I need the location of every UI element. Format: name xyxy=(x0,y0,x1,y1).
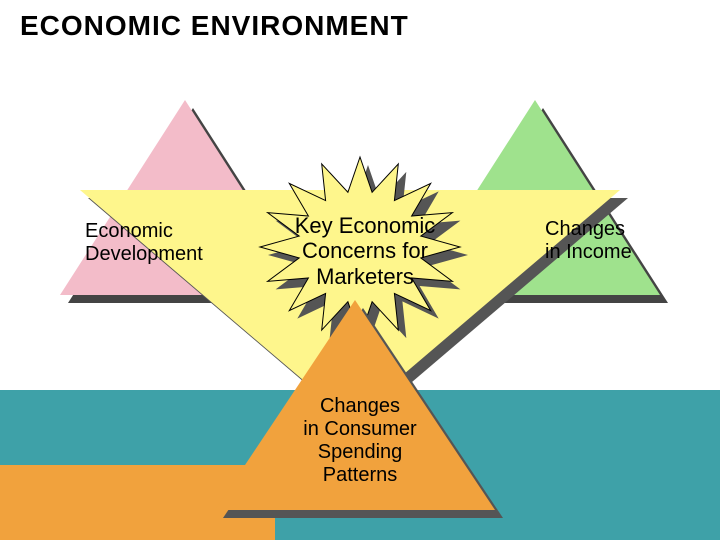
orange-triangle-label: Changesin ConsumerSpendingPatterns xyxy=(245,395,475,487)
green-triangle-label: Changesin Income xyxy=(545,218,685,264)
pink-triangle-label: EconomicDevelopment xyxy=(85,220,245,266)
page-title: ECONOMIC ENVIRONMENT xyxy=(20,10,409,42)
starburst-label: Key Economic Concerns for Marketers xyxy=(280,213,450,289)
